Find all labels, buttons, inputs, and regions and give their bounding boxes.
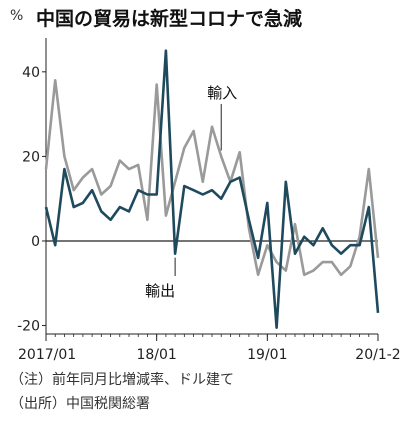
series-line-import xyxy=(44,79,380,277)
x-tick-label-0: 2017/01 xyxy=(18,347,76,363)
x-tick-label-2: 19/01 xyxy=(247,347,287,363)
chart-title: 中国の貿易は新型コロナで急減 xyxy=(36,8,303,30)
chart-notes: （注）前年同月比増減率、ドル建て （出所）中国税関総署 xyxy=(10,368,234,416)
series-line-export xyxy=(44,49,380,330)
title-row: % 中国の貿易は新型コロナで急減 xyxy=(0,0,400,34)
annotation-export-label: 輸出 xyxy=(145,282,175,300)
y-tick-label-0: 40 xyxy=(22,65,40,81)
x-tick-label-3: 20/1-2 xyxy=(355,347,400,363)
y-tick-label-2: 0 xyxy=(31,234,40,250)
note-line-1: （注）前年同月比増減率、ドル建て xyxy=(10,372,234,388)
annotation-import-label: 輸入 xyxy=(207,84,237,102)
y-tick-label-3: -20 xyxy=(17,319,40,335)
y-tick-label-1: 20 xyxy=(22,149,40,165)
note-line-2: （出所）中国税関総署 xyxy=(10,396,150,412)
x-tick-label-1: 18/01 xyxy=(136,347,176,363)
y-unit-label: % xyxy=(10,8,24,24)
